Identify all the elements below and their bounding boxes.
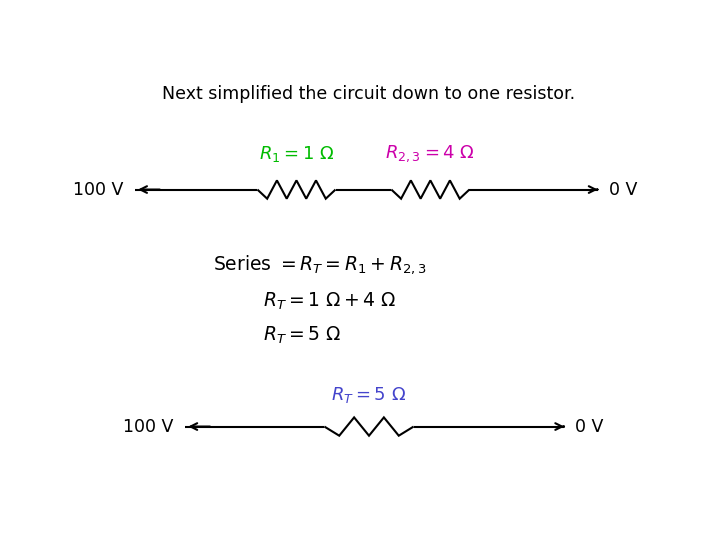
Text: $R_T = 5\ \Omega$: $R_T = 5\ \Omega$ <box>331 386 407 406</box>
Text: $R_{2,3} = 4\ \Omega$: $R_{2,3} = 4\ \Omega$ <box>385 144 475 165</box>
Text: $R_1 = 1\ \Omega$: $R_1 = 1\ \Omega$ <box>258 144 334 164</box>
Text: $R_T = 1\ \Omega + 4\ \Omega$: $R_T = 1\ \Omega + 4\ \Omega$ <box>263 291 397 313</box>
Text: 0 V: 0 V <box>575 417 604 436</box>
Text: Series $= R_T = R_1 + R_{2,3}$: Series $= R_T = R_1 + R_{2,3}$ <box>213 253 426 276</box>
Text: 100 V: 100 V <box>73 180 124 199</box>
Text: Next simplified the circuit down to one resistor.: Next simplified the circuit down to one … <box>163 85 575 103</box>
Text: 100 V: 100 V <box>123 417 174 436</box>
Text: 0 V: 0 V <box>609 180 637 199</box>
Text: $R_T = 5\ \Omega$: $R_T = 5\ \Omega$ <box>263 325 341 346</box>
